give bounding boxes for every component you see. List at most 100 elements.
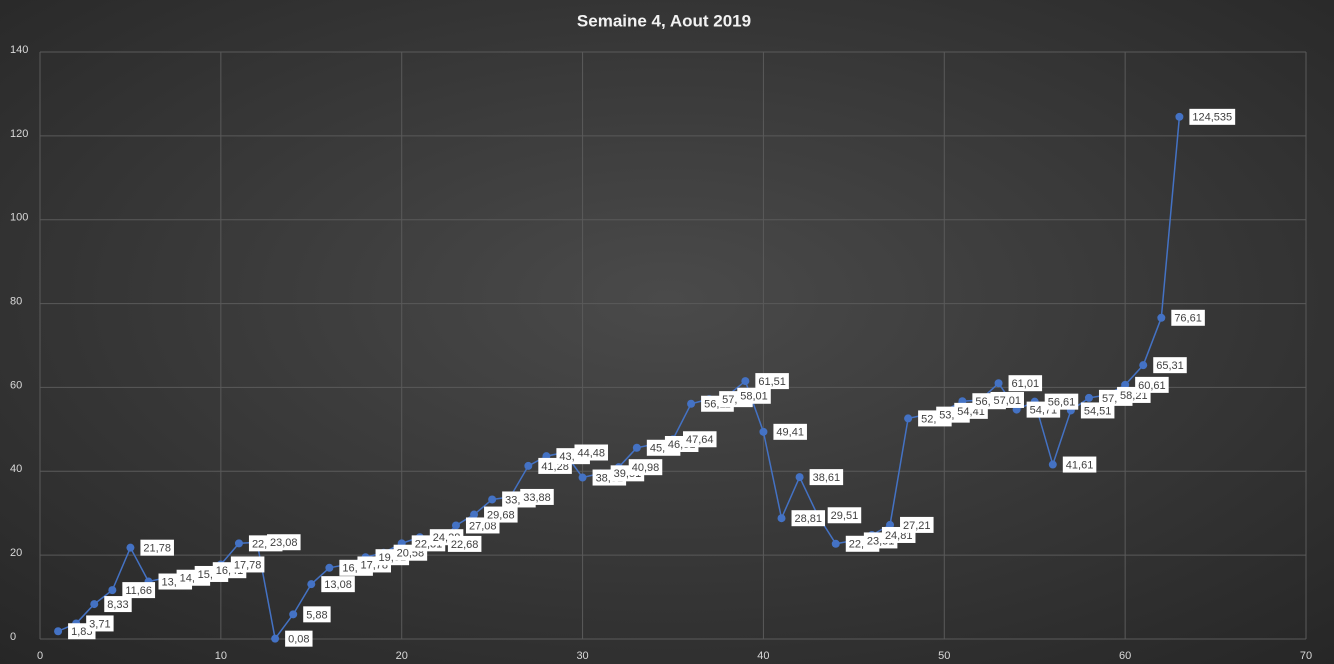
data-label-box bbox=[267, 534, 301, 551]
point bbox=[54, 627, 63, 636]
data-label: 60,61 bbox=[1138, 380, 1166, 392]
point bbox=[325, 563, 334, 572]
data-label-box bbox=[628, 459, 663, 476]
data-label: 47,64 bbox=[686, 434, 714, 446]
data-label: 23,08 bbox=[270, 537, 298, 549]
data-label-box bbox=[773, 423, 807, 440]
data-label-box bbox=[285, 630, 313, 647]
data-label-box bbox=[484, 506, 518, 523]
data-label-box bbox=[1080, 402, 1115, 419]
data-label-box bbox=[86, 615, 114, 632]
data-label-box bbox=[1008, 375, 1043, 392]
data-label: 13,08 bbox=[324, 579, 352, 591]
data-label-box bbox=[230, 556, 265, 573]
data-label-box bbox=[447, 535, 482, 552]
data-label: 41,61 bbox=[1066, 459, 1094, 471]
data-label: 29,51 bbox=[831, 510, 859, 522]
point bbox=[1157, 313, 1166, 322]
data-label: 124,535 bbox=[1192, 112, 1232, 124]
data-label: 27,08 bbox=[469, 520, 497, 532]
point bbox=[632, 443, 641, 452]
data-label-box bbox=[1044, 393, 1079, 410]
data-label: 8,33 bbox=[107, 599, 128, 611]
x-tick-label: 10 bbox=[215, 650, 227, 662]
point bbox=[1175, 112, 1184, 121]
x-tick-label: 50 bbox=[938, 650, 950, 662]
data-label: 40,98 bbox=[632, 462, 660, 474]
data-label: 5,88 bbox=[306, 609, 327, 621]
y-tick-label: 100 bbox=[10, 212, 28, 224]
data-label-box bbox=[791, 510, 826, 527]
data-label: 27,21 bbox=[903, 520, 931, 532]
data-label: 76,61 bbox=[1174, 313, 1202, 325]
x-tick-label: 40 bbox=[757, 650, 769, 662]
data-label-box bbox=[1171, 309, 1205, 326]
y-tick-label: 120 bbox=[10, 128, 28, 140]
data-label: 57,01 bbox=[993, 395, 1021, 407]
data-label: 61,51 bbox=[758, 376, 786, 388]
point bbox=[741, 377, 750, 386]
point bbox=[451, 521, 460, 530]
data-label: 0,08 bbox=[288, 634, 309, 646]
data-label: 21,78 bbox=[143, 543, 171, 555]
point bbox=[777, 514, 786, 523]
point bbox=[271, 634, 280, 643]
point bbox=[470, 510, 479, 519]
x-tick-label: 30 bbox=[576, 650, 588, 662]
point bbox=[90, 600, 99, 609]
data-label: 49,41 bbox=[776, 427, 804, 439]
point bbox=[1084, 393, 1093, 402]
data-label-box bbox=[1062, 456, 1097, 473]
point bbox=[759, 427, 768, 436]
point bbox=[831, 539, 840, 548]
point bbox=[1139, 361, 1148, 370]
chart-title: Semaine 4, Aout 2019 bbox=[577, 11, 751, 30]
x-tick-label: 0 bbox=[37, 650, 43, 662]
data-label: 58,01 bbox=[740, 391, 768, 403]
data-label: 44,48 bbox=[577, 447, 605, 459]
data-label: 61,01 bbox=[1012, 378, 1040, 390]
data-label-box bbox=[122, 582, 156, 599]
data-label-box bbox=[683, 431, 717, 448]
point bbox=[488, 495, 497, 504]
data-label: 54,51 bbox=[1084, 405, 1112, 417]
point bbox=[524, 461, 533, 470]
data-label-box bbox=[1153, 357, 1187, 374]
data-label: 28,81 bbox=[795, 513, 823, 525]
point bbox=[307, 580, 316, 589]
data-label-box bbox=[900, 516, 934, 533]
y-tick-label: 20 bbox=[10, 547, 22, 559]
data-label-box bbox=[1135, 376, 1169, 393]
data-label: 56,61 bbox=[1048, 397, 1076, 409]
x-tick-label: 70 bbox=[1300, 650, 1312, 662]
point bbox=[687, 399, 696, 408]
data-label: 65,31 bbox=[1156, 360, 1184, 372]
point bbox=[904, 414, 913, 423]
data-label: 3,71 bbox=[89, 618, 110, 630]
data-label-box bbox=[809, 469, 844, 486]
y-tick-label: 60 bbox=[10, 379, 22, 391]
point bbox=[1048, 460, 1057, 469]
point bbox=[886, 520, 895, 529]
data-label-box bbox=[990, 391, 1024, 408]
data-label-box bbox=[827, 507, 862, 524]
data-label-box bbox=[737, 387, 771, 404]
point bbox=[126, 543, 135, 552]
data-label-box bbox=[104, 596, 132, 613]
point bbox=[795, 473, 804, 482]
data-label: 29,68 bbox=[487, 509, 515, 521]
data-label: 22,68 bbox=[451, 539, 479, 551]
point bbox=[1121, 380, 1130, 389]
y-tick-label: 40 bbox=[10, 463, 22, 475]
x-tick-label: 20 bbox=[396, 650, 408, 662]
y-tick-label: 80 bbox=[10, 295, 22, 307]
data-label-box bbox=[574, 444, 609, 461]
data-label-box bbox=[520, 488, 554, 505]
point bbox=[578, 473, 587, 482]
point bbox=[289, 610, 298, 619]
data-label: 33,88 bbox=[523, 492, 551, 504]
data-label-box bbox=[140, 539, 174, 556]
y-tick-label: 140 bbox=[10, 44, 28, 56]
